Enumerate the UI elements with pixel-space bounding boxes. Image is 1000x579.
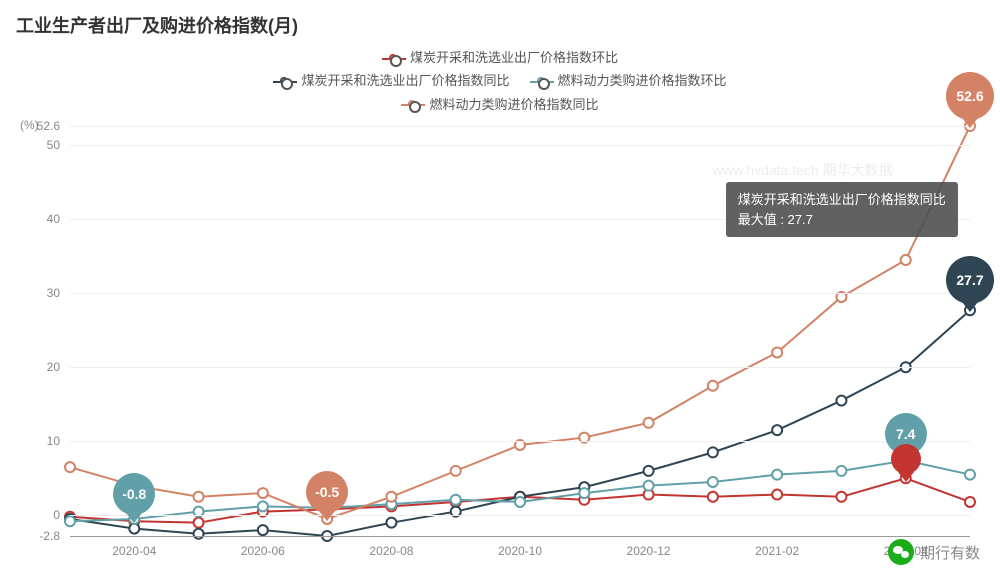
- legend-marker: [382, 53, 406, 65]
- gridline: [70, 515, 970, 516]
- pin-bubble: -0.8: [113, 473, 155, 515]
- x-tick-label: 2020-04: [112, 544, 156, 558]
- value-pin: -0.5: [306, 471, 348, 513]
- data-point[interactable]: [836, 466, 846, 476]
- watermark: www.hvdata.tech 期华大数据: [713, 160, 893, 180]
- legend-item[interactable]: 燃料动力类购进价格指数同比: [401, 93, 598, 116]
- wechat-label: 期行有数: [920, 542, 980, 563]
- legend-label: 燃料动力类购进价格指数同比: [429, 97, 598, 112]
- data-point[interactable]: [708, 492, 718, 502]
- x-tick-label: 2020-12: [627, 544, 671, 558]
- value-pin: 27.7: [946, 256, 994, 304]
- data-point[interactable]: [65, 462, 75, 472]
- tooltip-line: 最大值 : 27.7: [738, 210, 946, 230]
- data-point[interactable]: [772, 425, 782, 435]
- pin-bubble: [891, 444, 921, 474]
- data-point[interactable]: [258, 502, 268, 512]
- legend-marker: [273, 76, 297, 88]
- x-tick-label: 2020-10: [498, 544, 542, 558]
- data-point[interactable]: [451, 495, 461, 505]
- data-point[interactable]: [258, 525, 268, 535]
- pin-bubble: -0.5: [306, 471, 348, 513]
- pin-bubble: 27.7: [946, 256, 994, 304]
- data-point[interactable]: [901, 255, 911, 265]
- tooltip-line: 煤炭开采和洗选业出厂价格指数同比: [738, 190, 946, 210]
- wechat-badge: 期行有数: [888, 539, 980, 565]
- data-point[interactable]: [129, 524, 139, 534]
- data-point[interactable]: [644, 466, 654, 476]
- pin-bubble: 52.6: [946, 72, 994, 120]
- pin-tail: [962, 302, 978, 312]
- data-point[interactable]: [708, 448, 718, 458]
- data-point[interactable]: [644, 418, 654, 428]
- y-tick-label: 50: [20, 138, 60, 152]
- value-pin: -0.8: [113, 473, 155, 515]
- y-tick-label: 30: [20, 286, 60, 300]
- value-pin: 52.6: [946, 72, 994, 120]
- gridline: [70, 126, 970, 127]
- gridline: [70, 441, 970, 442]
- data-point[interactable]: [708, 477, 718, 487]
- x-tick-label: 2020-06: [241, 544, 285, 558]
- data-point[interactable]: [386, 492, 396, 502]
- chart-title: 工业生产者出厂及购进价格指数(月): [0, 0, 1000, 38]
- data-point[interactable]: [194, 518, 204, 528]
- data-point[interactable]: [451, 466, 461, 476]
- data-point[interactable]: [579, 488, 589, 498]
- legend-marker: [530, 76, 554, 88]
- data-point[interactable]: [965, 497, 975, 507]
- data-point[interactable]: [515, 497, 525, 507]
- gridline: [70, 367, 970, 368]
- data-point[interactable]: [194, 529, 204, 539]
- data-point[interactable]: [772, 470, 782, 480]
- wechat-icon: [888, 539, 914, 565]
- legend-item[interactable]: 煤炭开采和洗选业出厂价格指数同比: [273, 69, 509, 92]
- gridline: [70, 145, 970, 146]
- pin-tail: [898, 472, 914, 482]
- legend-item[interactable]: 燃料动力类购进价格指数环比: [530, 69, 727, 92]
- legend-item[interactable]: 煤炭开采和洗选业出厂价格指数环比: [382, 46, 618, 69]
- data-point[interactable]: [65, 516, 75, 526]
- data-point[interactable]: [772, 490, 782, 500]
- data-point[interactable]: [836, 492, 846, 502]
- y-tick-label: 40: [20, 212, 60, 226]
- legend-marker: [401, 99, 425, 111]
- y-tick-label: 52.6: [20, 119, 60, 133]
- legend-label: 煤炭开采和洗选业出厂价格指数同比: [301, 73, 509, 88]
- pin-tail: [126, 513, 142, 523]
- y-tick-label: 20: [20, 360, 60, 374]
- x-axis: [70, 536, 970, 537]
- data-point[interactable]: [965, 470, 975, 480]
- pin-tail: [319, 511, 335, 521]
- pin-tail: [962, 118, 978, 128]
- legend-label: 燃料动力类购进价格指数环比: [558, 73, 727, 88]
- x-tick-label: 2021-02: [755, 544, 799, 558]
- data-point[interactable]: [194, 492, 204, 502]
- x-tick-label: 2020-08: [369, 544, 413, 558]
- data-point[interactable]: [708, 381, 718, 391]
- chart-area: (%) -2.80102030405052.62020-042020-06202…: [70, 126, 970, 536]
- legend: 煤炭开采和洗选业出厂价格指数环比煤炭开采和洗选业出厂价格指数同比燃料动力类购进价…: [0, 46, 1000, 116]
- data-point[interactable]: [644, 481, 654, 491]
- y-tick-label: -2.8: [20, 529, 60, 543]
- data-point[interactable]: [836, 396, 846, 406]
- data-point[interactable]: [386, 518, 396, 528]
- gridline: [70, 293, 970, 294]
- data-point[interactable]: [772, 348, 782, 358]
- value-pin: [891, 444, 921, 474]
- legend-label: 煤炭开采和洗选业出厂价格指数环比: [410, 50, 618, 65]
- y-tick-label: 10: [20, 434, 60, 448]
- tooltip: 煤炭开采和洗选业出厂价格指数同比最大值 : 27.7: [726, 182, 958, 237]
- y-tick-label: 0: [20, 508, 60, 522]
- data-point[interactable]: [258, 488, 268, 498]
